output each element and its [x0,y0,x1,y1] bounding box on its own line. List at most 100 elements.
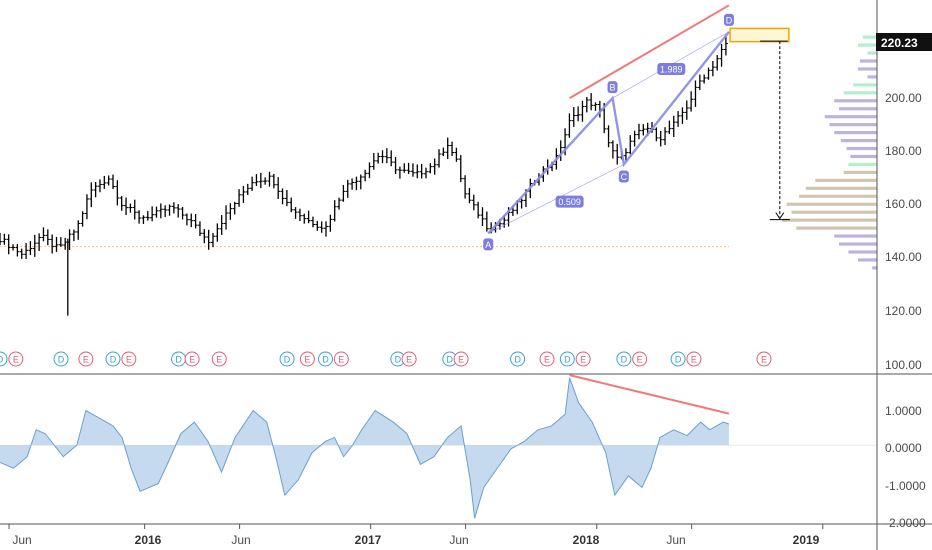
volume-profile-bar [858,67,877,71]
volume-profile-bar [867,75,877,79]
x-tick-label: Jun [12,533,31,547]
dividend-event-label: D [110,355,117,365]
event-marker [670,351,686,367]
volume-profile-bar [859,59,877,63]
pattern-ratio-badge [555,195,584,208]
dividend-event-label: D [0,355,4,365]
pattern-point-badge [618,170,629,183]
pattern-legs [487,31,730,235]
event-marker [184,351,200,367]
event-marker [616,351,632,367]
event-markers: DEDEDEDEEDEDEDEDEDEDEDEDEE [0,351,772,367]
price-label: 220.23 [881,36,918,50]
x-tick-label: 2019 [793,533,820,547]
y-tick-label: 120.00 [885,304,922,318]
dividend-event-label: D [564,355,571,365]
event-marker [401,351,417,367]
event-marker [299,351,315,367]
event-marker [333,351,349,367]
earnings-event-label: E [304,355,310,365]
target-zone [729,27,790,43]
y-tick-label: 180.00 [885,144,922,158]
volume-profile-bar [829,123,877,127]
volume-profile-bar [840,138,877,143]
event-marker [317,351,333,367]
volume-profile-bar [858,258,877,262]
osc-tick-label: 1.0000 [885,404,922,418]
volume-profile-bar [850,154,877,159]
osc-trendline [569,374,730,415]
volume-profile-bar [824,115,877,119]
volume-profile-bar [805,186,877,190]
event-marker [453,351,469,367]
osc-line [0,377,730,519]
pattern-point-label: A [485,240,491,250]
earnings-event-label: E [13,355,19,365]
pattern-point-badge [607,81,618,94]
pattern-point-label: B [610,83,616,93]
x-tick-label: 2017 [355,533,382,547]
volume-profile-bar [834,234,877,238]
event-marker [686,351,702,367]
x-tick-label: Jun [231,533,250,547]
volume-profile-bar [872,266,877,270]
y-tick-label: 160.00 [885,197,922,211]
y-tick-label: 140.00 [885,250,922,264]
volume-profile-bar [862,35,877,39]
dividend-event-label: D [621,355,628,365]
harmonic-pattern: A B C D 0.509 1.989 [483,4,790,251]
earnings-event-label: E [406,355,412,365]
earnings-event-label: E [580,355,586,365]
oscillator-pane [0,374,877,519]
event-marker [53,351,69,367]
event-marker [78,351,94,367]
event-marker [105,351,121,367]
price-label-badge [876,33,932,51]
volume-profile-bar [799,194,877,198]
volume-profile-bar [846,146,877,151]
pattern-ratio-label: 1.989 [660,64,683,74]
x-tick-label: Jun [449,533,468,547]
event-marker [121,351,137,367]
earnings-event-label: E [544,355,550,365]
x-tick-label: Jun [666,533,685,547]
earnings-event-label: E [691,355,697,365]
dividend-event-label: D [175,355,182,365]
pattern-point-badge [723,13,734,26]
pattern-point-label: C [621,172,628,182]
event-marker [0,351,8,367]
pattern-ratio-badge [657,62,686,75]
volume-profile-bar [848,162,877,167]
event-marker [575,351,591,367]
dividend-event-label: D [514,355,521,365]
volume-profile-bar [853,83,877,87]
ohlc-bars [0,36,728,316]
osc-tick-label: -2.0000 [885,516,926,530]
earnings-event-label: E [637,355,643,365]
projection-arrowhead [775,212,785,220]
volume-profile-bar [834,131,877,135]
volume-profile-bar [858,43,877,47]
earnings-event-label: E [338,355,344,365]
x-tick-label: 2016 [135,533,162,547]
dividend-event-label: D [675,355,682,365]
dividend-event-label: D [322,355,329,365]
osc-tick-label: -1.0000 [885,479,926,493]
event-marker [756,351,772,367]
earnings-event-label: E [83,355,89,365]
volume-profile-bar [782,218,877,222]
earnings-event-label: E [216,355,222,365]
event-marker [211,351,227,367]
dividend-event-label: D [447,355,454,365]
event-marker [510,351,526,367]
dividend-event-label: D [284,355,291,365]
pattern-point-badge [483,238,494,251]
earnings-event-label: E [126,355,132,365]
volume-profile-bar [796,226,877,230]
pattern-ratio-label: 0.509 [558,197,581,207]
event-marker [539,351,555,367]
dividend-event-label: D [58,355,65,365]
price-trendline [569,4,730,100]
volume-profile-bar [843,170,877,175]
